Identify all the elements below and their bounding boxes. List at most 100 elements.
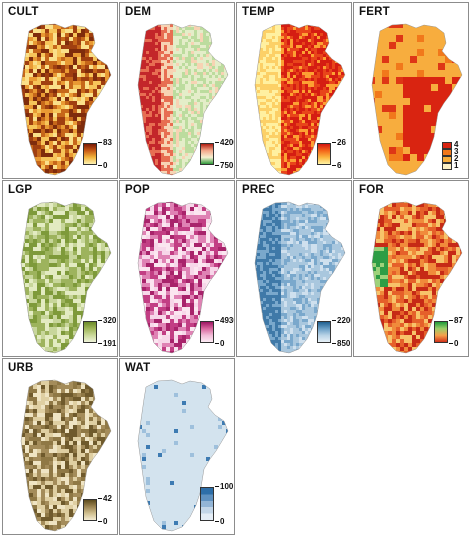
cult-region-outline	[20, 23, 112, 176]
prec-legend-max-value: 2200	[337, 316, 351, 325]
dem-map	[137, 23, 229, 176]
temp-region-outline	[254, 23, 346, 176]
for-legend-max-value: 87	[454, 316, 463, 325]
temp-legend-max: 26	[332, 138, 346, 147]
dem-map-area	[138, 24, 228, 175]
prec-legend-min: 850	[332, 339, 350, 348]
cult-map	[20, 23, 112, 176]
pop-map	[137, 201, 229, 354]
dem-legend-min: 750	[215, 161, 233, 170]
for-title: FOR	[359, 184, 384, 196]
temp-panel: TEMP 26 6	[236, 2, 352, 179]
cult-legend-colorbar	[83, 143, 97, 165]
urb-map-area	[21, 380, 111, 531]
urb-map	[20, 379, 112, 532]
urb-legend-min-value: 0	[103, 517, 108, 526]
urb-title: URB	[8, 362, 34, 374]
prec-legend-max: 2200	[332, 316, 351, 325]
lgp-legend-max: 320	[98, 316, 116, 325]
dem-legend-min-value: 750	[220, 161, 234, 170]
temp-legend-min-value: 6	[337, 161, 342, 170]
temp-title: TEMP	[242, 6, 275, 18]
lgp-legend-max-value: 320	[103, 316, 117, 325]
wat-legend-max: 100	[215, 482, 233, 491]
fert-legend-label: 4	[454, 140, 459, 149]
wat-legend-min-value: 0	[220, 517, 225, 526]
pop-region-outline	[137, 201, 229, 354]
urb-legend-colorbar	[83, 499, 97, 521]
wat-map	[137, 379, 229, 532]
prec-title: PREC	[242, 184, 275, 196]
cult-map-area	[21, 24, 111, 175]
lgp-region-outline	[20, 201, 112, 354]
temp-legend-max-value: 26	[337, 138, 346, 147]
fert-map	[371, 23, 463, 176]
temp-legend-colorbar	[317, 143, 331, 165]
lgp-panel: LGP 320 191	[2, 180, 118, 357]
fert-legend-swatch	[442, 142, 452, 149]
fert-legend-label: 3	[454, 147, 459, 156]
cult-legend-max-value: 83	[103, 138, 112, 147]
urb-legend-min: 0	[98, 517, 107, 526]
lgp-legend-colorbar	[83, 321, 97, 343]
fert-region-outline	[371, 23, 463, 176]
prec-legend-colorbar	[317, 321, 331, 343]
dem-region-outline	[137, 23, 229, 176]
for-panel: FOR 87 0	[353, 180, 469, 357]
fert-legend-swatch	[442, 156, 452, 163]
pop-map-area	[138, 202, 228, 353]
for-map	[371, 201, 463, 354]
for-legend-max: 87	[449, 316, 463, 325]
urb-legend-max: 42	[98, 494, 112, 503]
lgp-map	[20, 201, 112, 354]
fert-title: FERT	[359, 6, 390, 18]
pop-title: POP	[125, 184, 150, 196]
dem-panel: DEM 4200 750	[119, 2, 235, 179]
temp-map-area	[255, 24, 345, 175]
cult-legend-max: 83	[98, 138, 112, 147]
pop-legend-min: 0	[215, 339, 224, 348]
wat-legend-max-value: 100	[220, 482, 234, 491]
wat-title: WAT	[125, 362, 151, 374]
temp-legend-min: 6	[332, 161, 341, 170]
dem-legend-colorbar	[200, 143, 214, 165]
urb-panel: URB 42 0	[2, 358, 118, 535]
lgp-legend-min: 191	[98, 339, 116, 348]
urb-region-outline	[20, 379, 112, 532]
fert-legend-label: 2	[454, 154, 459, 163]
prec-legend-min-value: 850	[337, 339, 351, 348]
for-legend-min-value: 0	[454, 339, 459, 348]
prec-panel: PREC 2200 850	[236, 180, 352, 357]
cult-title: CULT	[8, 6, 39, 18]
urb-legend-max-value: 42	[103, 494, 112, 503]
for-legend-min: 0	[449, 339, 458, 348]
wat-legend-colorbar	[200, 487, 214, 521]
pop-legend-min-value: 0	[220, 339, 225, 348]
lgp-title: LGP	[8, 184, 33, 196]
for-region-outline	[371, 201, 463, 354]
pop-legend-colorbar	[200, 321, 214, 343]
fert-legend-label: 1	[454, 161, 459, 170]
prec-map	[254, 201, 346, 354]
prec-region-outline	[254, 201, 346, 354]
fert-legend-swatch	[442, 163, 452, 170]
dem-legend-max-value: 4200	[220, 138, 234, 147]
wat-panel: WAT 100 0	[119, 358, 235, 535]
dem-legend-max: 4200	[215, 138, 234, 147]
dem-title: DEM	[125, 6, 152, 18]
lgp-map-area	[21, 202, 111, 353]
prec-map-area	[255, 202, 345, 353]
cult-panel: CULT 83 0	[2, 2, 118, 179]
cult-legend-min: 0	[98, 161, 107, 170]
cult-legend-min-value: 0	[103, 161, 108, 170]
for-map-area	[372, 202, 462, 353]
wat-map-area	[138, 380, 228, 531]
fert-legend-swatch	[442, 149, 452, 156]
lgp-legend-min-value: 191	[103, 339, 117, 348]
wat-legend-min: 0	[215, 517, 224, 526]
for-legend-colorbar	[434, 321, 448, 343]
